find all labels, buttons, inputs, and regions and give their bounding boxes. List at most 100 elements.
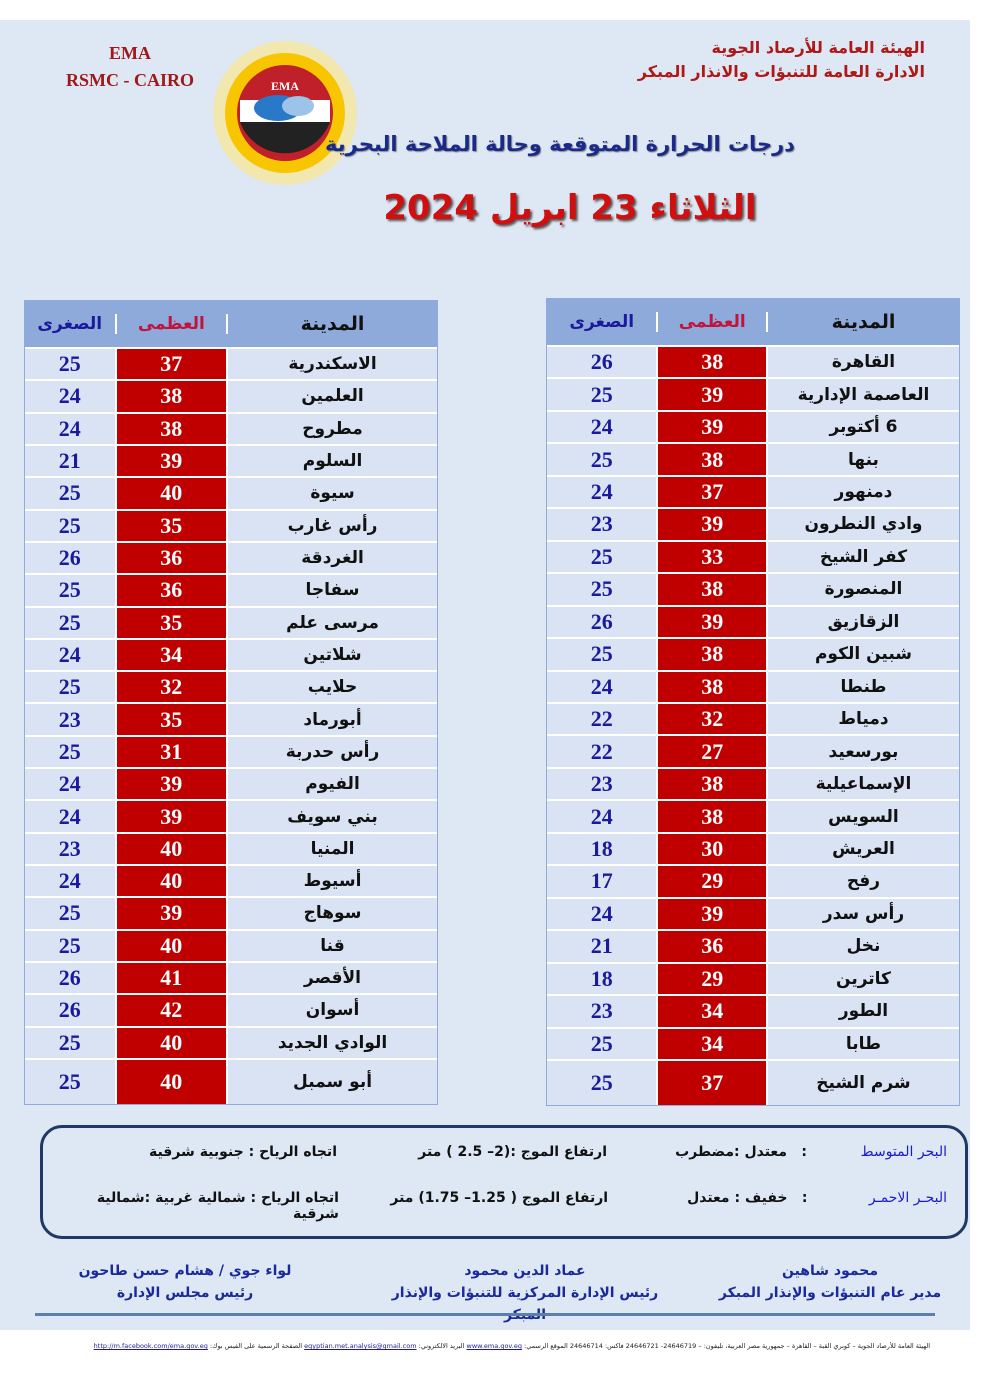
city-name: المنصورة <box>767 574 959 605</box>
separator: : <box>801 1144 807 1160</box>
max-temp: 29 <box>658 866 768 897</box>
min-temp: 24 <box>25 381 117 412</box>
city-name: المنيا <box>228 833 437 864</box>
city-name: الفيوم <box>228 769 437 800</box>
facebook-link[interactable]: http://m.facebook.com/ema.gov.eg <box>93 1342 208 1350</box>
city-name: الأقصر <box>228 962 437 994</box>
min-temp: 17 <box>547 866 659 897</box>
min-temp: 22 <box>547 703 659 735</box>
table-row: 25 40 أبو سمبل <box>25 1059 437 1104</box>
bulletin-subtitle: درجات الحرارة المتوقعة وحالة الملاحة الب… <box>325 132 795 156</box>
signature-central-director: عماد الدين محمود رئيس الإدارة المركزية ل… <box>370 1260 680 1326</box>
min-temp: 24 <box>25 413 117 444</box>
min-temp: 23 <box>25 704 117 735</box>
table-row: 25 36 سفاجا <box>25 575 437 608</box>
max-temp: 38 <box>116 381 229 412</box>
table-row: 25 35 رأس غارب <box>25 510 437 543</box>
city-name: رأس حدربة <box>228 736 437 768</box>
temperature-table-left: الصغرى العظمى المدينة 25 37 الاسكندرية 24 38 الع… <box>24 300 438 1105</box>
city-name: مرسى علم <box>228 607 437 638</box>
min-temp: 25 <box>25 349 117 380</box>
max-temp: 39 <box>658 898 768 930</box>
table-row: 24 39 6 أكتوبر <box>547 411 959 445</box>
city-name: كاترين <box>767 963 959 995</box>
email-label: البريد الالكتروني: <box>418 1342 465 1350</box>
max-temp: 36 <box>116 542 229 574</box>
min-temp: 23 <box>547 996 659 1027</box>
table-row: 23 35 أبورماد <box>25 704 437 737</box>
city-name: شلاتين <box>228 639 437 671</box>
max-temp: 40 <box>116 833 229 864</box>
email-link[interactable]: egyptian.met.analysis@gmail.com <box>304 1342 417 1350</box>
wind-direction: اتجاه الرياح : شمالية غربية :شمالية شرقي… <box>96 1190 339 1222</box>
sea-row-red-sea: البحـر الاحمـر : خفيف : معتدل ارتفاع الم… <box>47 1190 947 1222</box>
city-name: العلمين <box>228 381 437 412</box>
table-row: 25 37 الاسكندرية <box>25 349 437 382</box>
city-name: سوهاج <box>228 898 437 929</box>
min-temp: 18 <box>547 833 659 865</box>
min-temp: 25 <box>25 1059 117 1104</box>
max-temp: 34 <box>658 996 768 1027</box>
city-name: شبين الكوم <box>767 639 959 670</box>
max-temp: 32 <box>658 703 768 735</box>
city-name: السلوم <box>228 445 437 477</box>
signature-chairman: لواء جوي / هشام حسن طاحون رئيس مجلس الإد… <box>70 1260 300 1304</box>
max-temp: 38 <box>658 444 768 475</box>
min-temp: 25 <box>547 541 659 573</box>
max-temp: 38 <box>658 574 768 605</box>
city-name: الطور <box>767 996 959 1027</box>
table-row: 24 38 مطروح <box>25 413 437 446</box>
city-name: أبورماد <box>228 704 437 735</box>
city-name: نخل <box>767 931 959 962</box>
city-name: أسيوط <box>228 866 437 897</box>
signatory-title: رئيس مجلس الإدارة <box>116 1285 254 1301</box>
max-temp: 29 <box>658 963 768 995</box>
table-row: 24 39 بني سويف <box>25 801 437 834</box>
table-row: 23 38 الإسماعيلية <box>547 768 959 802</box>
min-temp: 23 <box>547 509 659 540</box>
table-row: 25 35 مرسى علم <box>25 607 437 640</box>
table-row: 25 38 شبين الكوم <box>547 639 959 672</box>
table-row: 25 33 كفر الشيخ <box>547 541 959 575</box>
header-min: الصغرى <box>25 314 117 334</box>
table-header: الصغرى العظمى المدينة <box>25 301 437 349</box>
city-name: دمنهور <box>767 476 959 508</box>
header-city: المدينة <box>300 313 365 335</box>
table-row: 18 29 كاترين <box>547 963 959 997</box>
min-temp: 25 <box>25 736 117 768</box>
header-max: العظمى <box>117 314 229 334</box>
max-temp: 34 <box>116 639 229 671</box>
min-temp: 24 <box>25 639 117 671</box>
table-row: 18 30 العريش <box>547 833 959 867</box>
max-temp: 42 <box>116 995 229 1026</box>
table-row: 22 32 دمياط <box>547 703 959 737</box>
sea-row-mediterranean: البحر المتوسط : معتدل :مضطرب ارتفاع المو… <box>47 1144 947 1160</box>
min-temp: 25 <box>25 930 117 961</box>
table-row: 25 31 رأس حدربة <box>25 736 437 770</box>
max-temp: 39 <box>658 606 768 638</box>
signatory-name: لواء جوي / هشام حسن طاحون <box>78 1263 292 1279</box>
max-temp: 40 <box>116 866 229 897</box>
city-name: القاهرة <box>767 347 959 378</box>
min-temp: 25 <box>25 575 117 606</box>
facebook-label: الصفحة الرسمية على الفيس بوك: <box>209 1342 303 1350</box>
max-temp: 38 <box>658 768 768 800</box>
max-temp: 39 <box>116 445 229 477</box>
city-name: الاسكندرية <box>228 349 437 380</box>
max-temp: 31 <box>116 736 229 768</box>
table-row: 26 39 الزقازيق <box>547 606 959 640</box>
table-row: 26 38 القاهرة <box>547 347 959 380</box>
footer-address: الهيئة العامة للأرصاد الجوية – كوبري الق… <box>524 1342 930 1350</box>
table-row: 25 38 بنها <box>547 444 959 477</box>
city-name: حلايب <box>228 672 437 703</box>
city-name: طنطا <box>767 671 959 702</box>
org-line-1: الهيئة العامة للأرصاد الجوية <box>711 38 925 57</box>
min-temp: 25 <box>547 639 659 670</box>
max-temp: 37 <box>658 476 768 508</box>
website-link[interactable]: www.ema.gov.eg <box>466 1342 522 1350</box>
header-city: المدينة <box>831 311 896 333</box>
max-temp: 39 <box>658 411 768 443</box>
organization-name: الهيئة العامة للأرصاد الجوية الادارة الع… <box>638 36 925 84</box>
ema-label: EMA RSMC - CAIRO <box>40 40 220 94</box>
min-temp: 25 <box>25 510 117 541</box>
